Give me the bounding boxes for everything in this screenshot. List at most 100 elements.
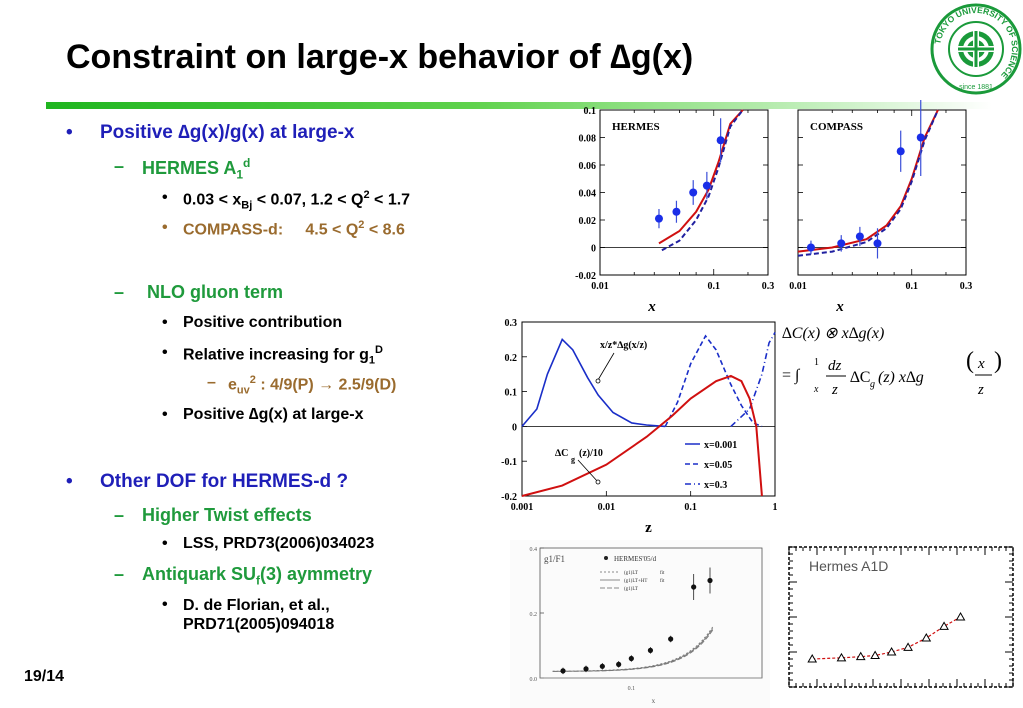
series-curve: [521, 338, 666, 428]
panel-label: COMPASS: [810, 121, 863, 133]
data-point: [691, 584, 697, 590]
annotation-dcg-tail: (z)/10: [579, 448, 603, 459]
x-tick-label: 0.01: [789, 281, 807, 292]
legend-fit-label: fit: [660, 571, 665, 576]
y-tick-label: 0.3: [505, 318, 518, 329]
annotation-marker: [595, 378, 601, 384]
data-point: [707, 577, 713, 584]
bullet-relative-increasing: Relative increasing for g1D: [183, 344, 383, 367]
x-axis-label: x: [647, 299, 656, 315]
data-point: [870, 650, 880, 659]
x-tick-label: 1: [773, 502, 778, 513]
dash-icon: –: [114, 156, 125, 176]
legend-label: x=0.05: [704, 460, 732, 471]
y-tick-label: 0.04: [579, 189, 597, 200]
fit-curve: [812, 616, 961, 660]
chart-background: [510, 540, 770, 708]
x-tick-label: 0.1: [707, 281, 720, 292]
annotation-xz-dg: x/z*∆g(x/z): [600, 340, 647, 351]
data-point: [702, 181, 711, 190]
title-underline-bar: [46, 102, 992, 109]
chart-title: Hermes A1D: [809, 558, 888, 574]
bullet-positive-contribution: Positive contribution: [183, 314, 343, 331]
hermes-compass-chart: 0.10.080.060.040.020-0.020.01 0.1 0.3HERME…: [575, 100, 973, 315]
legend-label: (g1)LT: [624, 571, 638, 576]
fit-curve: [552, 629, 714, 672]
data-point: [903, 642, 913, 651]
data-point: [807, 653, 818, 663]
y-tick-label: 0.02: [579, 216, 597, 227]
bullet-icon: •: [162, 535, 168, 552]
bullet-positive-dg: Positive ∆g(x)/g(x) at large-x: [100, 122, 355, 143]
x-tick-label: 0.1: [905, 281, 918, 292]
y-tick-label: 0.4: [530, 547, 538, 553]
y-tick-label: -0.02: [575, 271, 596, 282]
dash-icon: –: [207, 374, 216, 391]
panel-frame: [599, 109, 769, 276]
annotation-marker: [595, 479, 601, 485]
bullet-compass-kinematics: COMPASS-d: 4.5 < Q2 < 8.6: [183, 219, 405, 239]
formula-line1: ∆C(x) ⊗ x∆g(x): [782, 325, 884, 342]
formula-eq: = ∫: [782, 367, 801, 385]
formula-lparen: (: [966, 348, 974, 374]
bullet-antiquark-asymmetry: Antiquark SUf(3) aymmetry: [142, 564, 373, 588]
formula-z: z: [831, 382, 838, 398]
bullet-other-dof: Other DOF for HERMES-d ?: [100, 471, 349, 492]
data-point: [837, 239, 846, 248]
g1f1-chart: 0.4 0.2 0.0 0.1 x g1/F1 HERMES'05/d (g1)LT (g1)L…: [510, 540, 770, 708]
fit-curve: [661, 109, 744, 252]
formula-dz: dz: [828, 358, 842, 374]
legend-label: (g1)LT: [624, 587, 638, 592]
x-axis-label: x: [652, 697, 656, 705]
fit-curve: [797, 109, 939, 257]
y-tick-label: -0.1: [501, 457, 517, 468]
y-tick-label: 0: [591, 244, 596, 255]
x-tick-label: 0.01: [591, 281, 609, 292]
data-point: [855, 232, 864, 241]
data-point: [689, 188, 698, 197]
x-tick-label: 0.01: [598, 502, 616, 513]
x-axis-label: x: [835, 299, 844, 315]
y-tick-label: 0.08: [579, 134, 597, 145]
y-tick-label: 0.1: [584, 106, 597, 117]
y-tick-label: -0.2: [501, 492, 517, 503]
bullet-nlo-gluon: NLO gluon term: [142, 282, 283, 302]
fit-curve: [658, 109, 744, 245]
fit-curve: [552, 626, 714, 672]
bullet-icon: •: [162, 344, 168, 361]
bullet-hermes-kinematics: 0.03 < xBj < 0.07, 1.2 < Q2 < 1.7: [183, 189, 411, 212]
series-curve: [664, 334, 763, 428]
bullet-icon: •: [162, 189, 168, 206]
convolution-formula: ∆C(x) ⊗ x∆g(x) = ∫ 1 x dz z ∆C g (z) x∆g…: [782, 325, 1002, 398]
plot-frame: [788, 546, 1014, 688]
data-point: [616, 661, 622, 667]
data-point: [896, 147, 905, 156]
bullet-icon: •: [66, 471, 73, 492]
y-tick-label: 0.06: [579, 161, 597, 172]
legend-swatch: [604, 556, 608, 560]
y-tick-label: 0.0: [530, 677, 538, 683]
annotation-pointer: [577, 459, 599, 483]
data-point: [583, 666, 589, 672]
legend-label: (g1)LT+HT: [624, 579, 647, 584]
formula-upper-limit: 1: [814, 357, 819, 368]
formula-x-num: x: [977, 356, 985, 372]
data-point: [855, 651, 866, 661]
hermes-a1d-chart: Hermes A1D: [788, 546, 1014, 688]
data-point: [836, 652, 847, 662]
formula-lower-limit: x: [813, 384, 819, 395]
x-tick-label: 0.3: [960, 281, 973, 292]
legend-fit-label: fit: [660, 579, 665, 584]
formula-z-den: z: [977, 382, 984, 398]
formula-dc: ∆C: [850, 369, 870, 386]
formula-xdg: (z) x∆g: [878, 369, 924, 386]
formula-g-sub: g: [870, 379, 875, 390]
data-point: [939, 621, 949, 630]
data-point: [873, 239, 882, 248]
y-tick-label: 0.2: [505, 353, 518, 364]
x-tick-label: 0.1: [684, 502, 697, 513]
data-point: [647, 647, 654, 653]
y-tick-label: 0.1: [505, 388, 518, 399]
series-curve: [730, 332, 776, 427]
bullet-euv-charge: euv2 : 4/9(P) → 2.5/9(D): [228, 374, 397, 397]
